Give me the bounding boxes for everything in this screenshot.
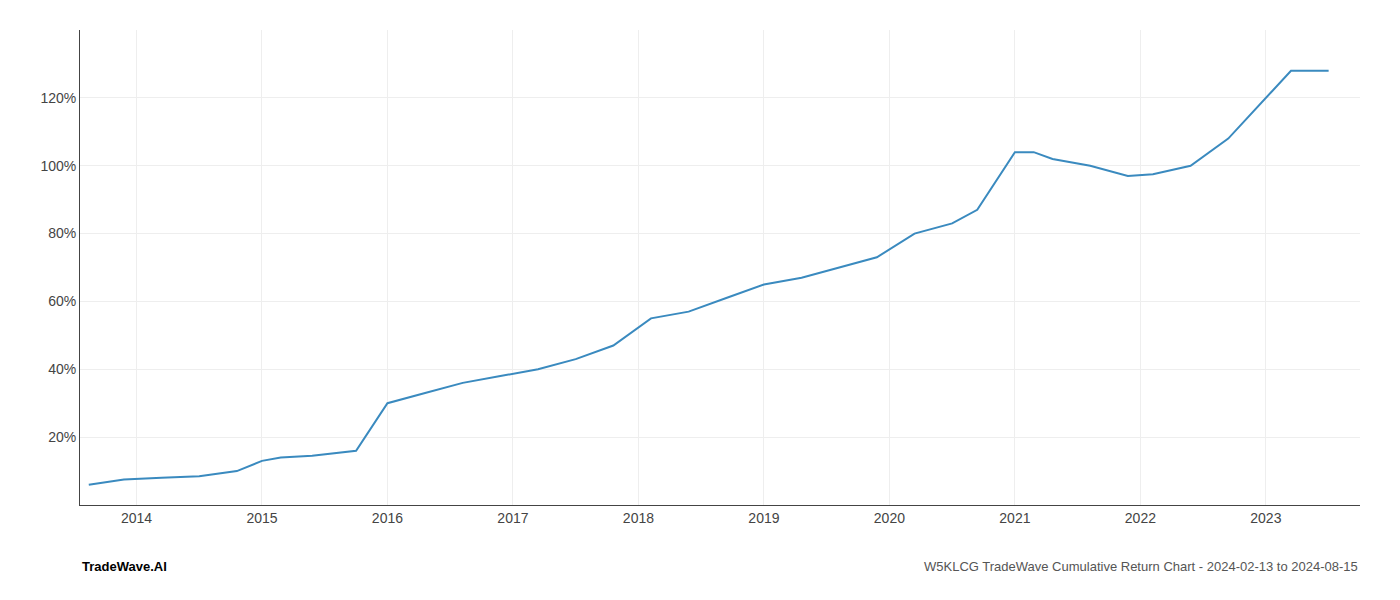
svg-text:2014: 2014 — [121, 510, 152, 526]
svg-text:2021: 2021 — [999, 510, 1030, 526]
svg-text:2023: 2023 — [1250, 510, 1281, 526]
svg-text:80%: 80% — [48, 225, 76, 241]
svg-text:100%: 100% — [40, 158, 76, 174]
svg-text:2017: 2017 — [497, 510, 528, 526]
svg-text:2016: 2016 — [372, 510, 403, 526]
svg-text:2015: 2015 — [246, 510, 277, 526]
svg-text:2020: 2020 — [874, 510, 905, 526]
svg-text:40%: 40% — [48, 361, 76, 377]
svg-text:2022: 2022 — [1125, 510, 1156, 526]
svg-text:TradeWave.AI: TradeWave.AI — [82, 559, 167, 574]
svg-text:120%: 120% — [40, 90, 76, 106]
svg-text:2019: 2019 — [748, 510, 779, 526]
svg-text:W5KLCG TradeWave Cumulative Re: W5KLCG TradeWave Cumulative Return Chart… — [924, 559, 1358, 574]
svg-text:20%: 20% — [48, 429, 76, 445]
svg-text:2018: 2018 — [623, 510, 654, 526]
svg-text:60%: 60% — [48, 293, 76, 309]
